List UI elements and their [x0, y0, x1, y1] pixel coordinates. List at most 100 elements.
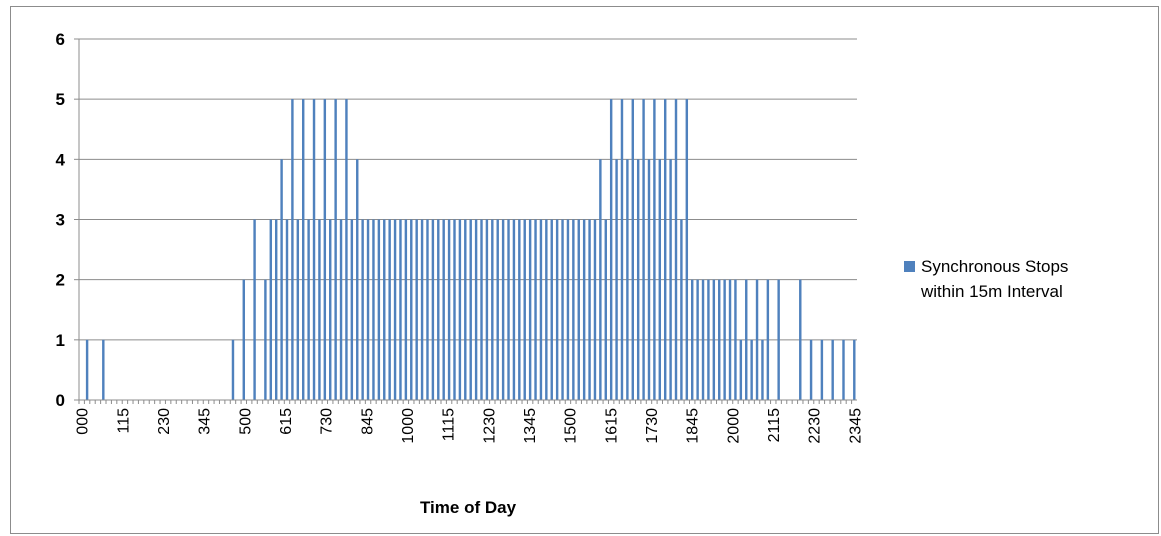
bar	[588, 219, 591, 400]
y-tick-label: 5	[56, 90, 65, 109]
bar	[269, 219, 273, 400]
y-tick-label: 4	[56, 150, 66, 169]
bar	[393, 219, 397, 400]
bar	[361, 219, 364, 400]
bar	[302, 99, 305, 401]
bar	[501, 219, 505, 400]
bar	[464, 219, 467, 400]
bar	[366, 219, 370, 400]
x-tick-label: 845	[359, 408, 376, 435]
x-tick-label: 1615	[603, 408, 620, 444]
bar	[842, 339, 845, 400]
bar	[712, 279, 716, 400]
bar	[345, 99, 348, 401]
y-tick-label: 1	[56, 331, 65, 350]
bar	[728, 279, 732, 400]
bar	[350, 219, 354, 400]
bar	[604, 219, 607, 400]
bar	[437, 219, 440, 400]
bar	[458, 219, 462, 400]
bar	[85, 339, 89, 400]
bar	[264, 279, 267, 400]
bar	[415, 219, 418, 400]
x-tick-label: 115	[115, 408, 132, 434]
bar	[410, 219, 413, 400]
x-tick-label: 1730	[644, 408, 661, 444]
bar	[636, 159, 640, 400]
bar	[296, 219, 300, 400]
bar	[404, 219, 408, 400]
bar	[496, 219, 499, 400]
bar	[615, 159, 618, 400]
bar	[582, 219, 586, 400]
bar	[469, 219, 472, 400]
bar	[372, 219, 375, 400]
y-tick-label: 0	[56, 391, 65, 410]
bar	[761, 339, 764, 400]
bar	[285, 219, 289, 400]
bar	[334, 99, 337, 401]
bar	[707, 279, 710, 400]
bar	[777, 279, 780, 400]
bar	[723, 279, 726, 400]
legend-label-line-2: within 15m Interval	[920, 282, 1063, 301]
x-tick-label: 2230	[807, 408, 824, 444]
bar	[799, 279, 802, 400]
x-tick-label: 000	[75, 408, 92, 435]
bar	[750, 339, 753, 400]
bar	[231, 339, 235, 400]
bar	[555, 219, 559, 400]
bar	[620, 99, 624, 401]
bar	[853, 339, 856, 400]
bar	[755, 279, 759, 400]
bar	[647, 159, 651, 400]
bar	[663, 99, 667, 401]
y-tick-label: 2	[56, 271, 65, 290]
x-tick-label: 345	[197, 408, 214, 435]
legend: Synchronous Stops within 15m Interval	[904, 257, 1068, 301]
bar	[691, 279, 694, 400]
x-tick-label: 1345	[522, 408, 539, 444]
bar	[339, 219, 343, 400]
bar	[307, 219, 310, 400]
bar	[658, 159, 662, 400]
bar	[696, 279, 699, 400]
x-tick-labels: 000 115 230 345 500 615 730 845 1000 1115 1230 1345…	[75, 408, 865, 444]
bar	[426, 219, 429, 400]
bar	[593, 219, 597, 400]
bar	[312, 99, 316, 401]
bar	[329, 219, 332, 400]
bar	[323, 99, 327, 401]
bar	[739, 339, 743, 400]
bar	[523, 219, 526, 400]
x-tick-label: 615	[278, 408, 295, 435]
bar	[572, 219, 575, 400]
bar	[820, 339, 824, 400]
bar	[809, 339, 813, 400]
y-tick-labels: 0 1 2 3 4 5 6	[56, 30, 66, 410]
x-tick-label: 230	[156, 408, 173, 435]
bar	[566, 219, 570, 400]
gridlines	[79, 38, 857, 341]
x-tick-label: 1845	[685, 408, 702, 444]
bar	[480, 219, 483, 400]
bar	[431, 219, 435, 400]
bar	[453, 219, 456, 400]
legend-label-line-1: Synchronous Stops	[921, 257, 1068, 276]
bar	[680, 219, 683, 400]
bar	[512, 219, 516, 400]
bar	[642, 99, 645, 401]
bars	[85, 99, 856, 401]
x-tick-label: 1000	[400, 408, 417, 444]
bar	[734, 279, 737, 400]
bar	[356, 159, 359, 400]
x-axis-title: Time of Day	[420, 498, 517, 517]
legend-swatch	[904, 261, 915, 272]
bar	[399, 219, 402, 400]
bar	[545, 219, 548, 400]
bar	[518, 219, 521, 400]
bar	[745, 279, 748, 400]
bar	[377, 219, 381, 400]
bar	[561, 219, 564, 400]
